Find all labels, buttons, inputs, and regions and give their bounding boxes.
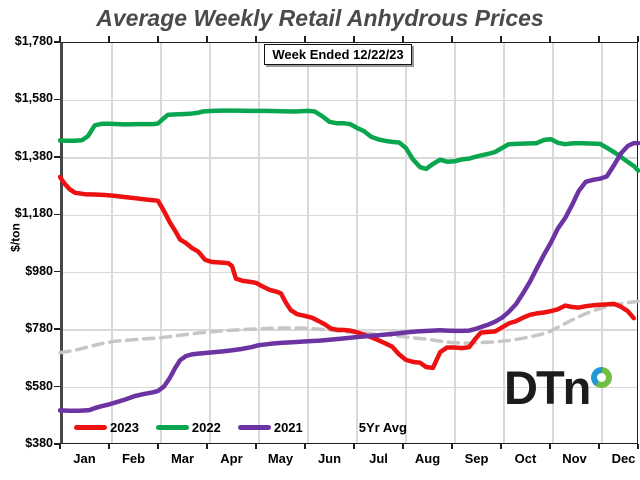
value-gridline	[63, 214, 637, 217]
x-axis-tick-top	[637, 36, 639, 42]
x-tick-label: Apr	[220, 451, 243, 466]
legend: 2023 2022 2021 5Yr Avg	[74, 419, 424, 435]
y-axis-tick	[54, 213, 60, 216]
series-line-5yr-avg	[58, 299, 640, 355]
month-gridline	[601, 43, 603, 443]
legend-label: 2021	[273, 419, 303, 435]
x-tick-label: May	[267, 451, 294, 466]
x-axis-tick-top	[353, 36, 355, 42]
dtn-logo-ring-hole	[597, 373, 607, 382]
x-axis-tick	[500, 444, 502, 449]
month-gridline	[503, 43, 505, 443]
x-axis-tick-top	[206, 36, 208, 42]
x-axis-tick	[304, 444, 306, 449]
y-tick-label: $980	[25, 263, 53, 278]
month-gridline	[111, 43, 113, 443]
legend-label: 2022	[191, 419, 221, 435]
y-tick-label: $580	[25, 378, 53, 393]
month-gridline	[258, 43, 260, 443]
legend-item-2023: 2023	[74, 420, 139, 435]
series-line-2021	[58, 140, 640, 413]
legend-swatch-5yr-avg	[320, 425, 356, 429]
value-gridline	[63, 386, 637, 389]
y-tick-label: $1,580	[14, 91, 53, 106]
month-gridline	[209, 43, 211, 443]
x-tick-label: Jul	[369, 451, 388, 466]
x-axis-tick	[353, 444, 355, 449]
x-axis-tick	[157, 444, 159, 449]
x-tick-label: Nov	[562, 451, 587, 466]
y-tick-label: $780	[25, 321, 53, 336]
y-axis-tick	[54, 270, 60, 273]
x-axis-tick	[206, 444, 208, 449]
plot-area	[60, 42, 638, 444]
x-axis-tick-top	[402, 36, 404, 42]
x-axis-tick	[598, 444, 600, 449]
series-line-2023	[58, 174, 637, 371]
x-axis-tick-top	[451, 36, 453, 42]
month-gridline	[160, 43, 162, 443]
x-axis-tick	[255, 444, 257, 449]
y-axis-tick	[54, 156, 60, 158]
legend-label: 5Yr Avg	[358, 419, 407, 435]
legend-item-2021: 2021	[237, 419, 303, 435]
x-axis-tick-top	[500, 36, 502, 42]
x-axis-tick	[549, 444, 551, 449]
x-axis-tick-top	[59, 36, 61, 42]
x-tick-label: Jan	[73, 451, 96, 466]
chart-title: Average Weekly Retail Anhydrous Prices	[96, 5, 544, 31]
x-axis-tick	[637, 444, 639, 449]
x-axis-tick	[402, 444, 404, 449]
legend-item-2022: 2022	[155, 419, 221, 435]
legend-swatch-2021	[237, 424, 271, 430]
month-gridline	[405, 43, 407, 443]
value-gridline	[63, 271, 637, 274]
value-gridline	[63, 157, 637, 159]
x-axis-tick-top	[255, 36, 257, 42]
x-axis-tick	[59, 444, 61, 449]
week-ended-annotation: Week Ended 12/22/23	[264, 44, 412, 65]
x-axis-tick-top	[549, 36, 551, 42]
dtn-logo-text: DTn	[504, 361, 591, 414]
y-axis-tick	[54, 41, 60, 43]
x-tick-label: Mar	[170, 451, 195, 466]
x-axis-tick-top	[598, 36, 600, 42]
legend-swatch-2022	[155, 424, 189, 430]
x-axis-tick-top	[108, 36, 110, 42]
x-axis-tick	[108, 444, 110, 449]
y-axis-tick	[54, 98, 60, 101]
legend-swatch-2023	[74, 424, 107, 430]
x-tick-label: Dec	[611, 451, 636, 466]
x-tick-label: Sep	[464, 451, 489, 466]
y-tick-label: $380	[25, 436, 53, 450]
y-tick-label: $1,380	[14, 148, 53, 163]
x-tick-label: Oct	[514, 451, 537, 466]
x-tick-label: Jun	[317, 451, 342, 466]
legend-label: 2023	[110, 419, 139, 435]
x-tick-label: Aug	[414, 451, 441, 466]
series-line-2022	[58, 108, 640, 173]
dtn-logo: DTn	[504, 361, 613, 414]
month-gridline	[454, 43, 456, 443]
y-axis-tick	[54, 385, 60, 388]
month-gridline	[307, 43, 309, 443]
y-axis-tick	[54, 328, 60, 330]
month-gridline	[356, 43, 358, 443]
legend-item-5yr-avg: 5Yr Avg	[320, 420, 407, 435]
y-tick-label: $1,780	[14, 34, 53, 48]
x-tick-label: Feb	[121, 451, 146, 466]
x-axis-tick	[451, 444, 453, 449]
value-gridline	[63, 99, 637, 102]
x-axis-tick-top	[157, 36, 159, 42]
dtn-logo-degree-ring-icon	[591, 367, 613, 388]
y-axis-tick	[54, 443, 60, 445]
y-tick-label: $1,180	[14, 206, 53, 221]
x-axis-tick-top	[304, 36, 306, 42]
